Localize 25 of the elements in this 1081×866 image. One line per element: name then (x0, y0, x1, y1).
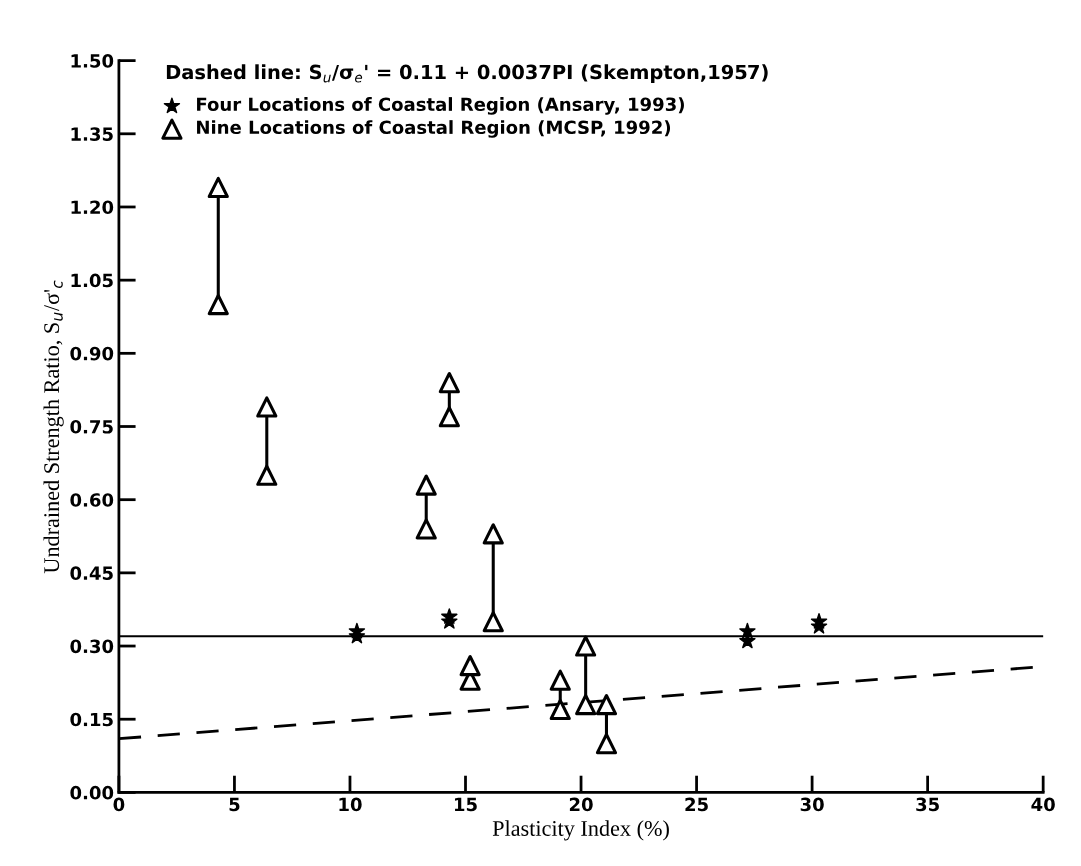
y-tick-label: 1.35 (71, 127, 113, 141)
y-tick-label: 0.60 (70, 493, 114, 507)
x-tick-label: 40 (1031, 797, 1055, 812)
x-tick-label: 20 (569, 797, 593, 812)
legend-label: Nine Locations of Coastal Region (MCSP, 1992) (197, 120, 671, 138)
x-tick-label: 15 (454, 797, 477, 812)
x-tick-label: 5 (229, 797, 240, 812)
x-tick-label: 10 (339, 797, 362, 812)
y-axis-title: Undrained Strength Ratio, S$_{u}$/σ'$_{c}$ (43, 280, 64, 574)
y-tick-label: 1.05 (71, 273, 113, 288)
x-tick-label: 25 (685, 797, 708, 812)
y-tick-label: 0.75 (70, 419, 113, 434)
annotation: Dashed line: S$_{u}$/σ$_{e}$' = 0.11 + 0.0037PI (Skempton,1957) (166, 64, 768, 84)
x-axis-title: Plasticity Index (%) (492, 820, 669, 841)
y-tick-label: 0.45 (70, 566, 113, 580)
x-tick-label: 0 (113, 797, 125, 812)
x-tick-label: 35 (916, 797, 939, 812)
y-tick-label: 0.90 (70, 346, 114, 361)
y-tick-label: 0.00 (70, 785, 114, 800)
x-tick-label: 30 (800, 797, 824, 812)
y-tick-label: 1.20 (71, 200, 114, 215)
y-tick-label: 1.50 (71, 54, 114, 68)
y-tick-label: 0.15 (70, 712, 113, 727)
y-tick-label: 0.30 (70, 639, 114, 654)
legend-label: Four Locations of Coastal Region (Ansary, 1993) (197, 97, 684, 115)
